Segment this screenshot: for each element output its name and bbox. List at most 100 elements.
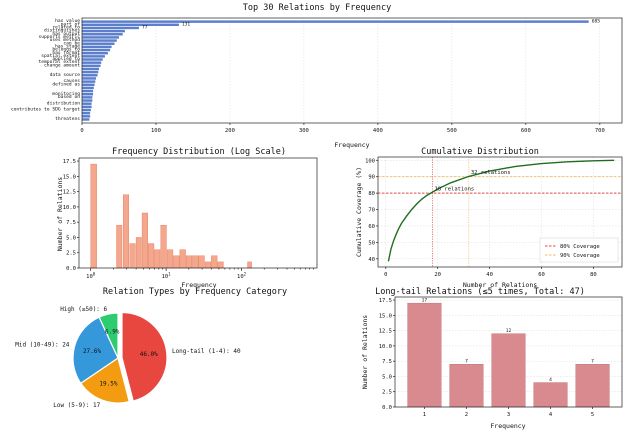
logdist-ytick-label: 2.5 bbox=[66, 251, 76, 257]
cumulative-ytick-label: 80 bbox=[368, 191, 375, 197]
cumulative-ytick-label: 70 bbox=[368, 208, 375, 214]
top30-ylabel: has value bbox=[55, 18, 80, 24]
pie-slice bbox=[98, 312, 119, 359]
pie-percent-label: 27.6% bbox=[83, 348, 101, 355]
top30-bar bbox=[82, 20, 589, 23]
cumulative-ytick-label: 90 bbox=[368, 175, 375, 181]
top30-bar bbox=[82, 96, 93, 99]
top30-bar bbox=[82, 48, 111, 52]
top30-bar bbox=[82, 70, 99, 74]
pie-title: Relation Types by Frequency Category bbox=[103, 287, 287, 297]
top30-bar bbox=[82, 102, 92, 105]
logdist-title: Frequency Distribution (Log Scale) bbox=[112, 147, 286, 157]
top30-xtick-label: 500 bbox=[447, 128, 457, 134]
logdist-ytick-label: 5.0 bbox=[66, 235, 76, 241]
logdist-bar bbox=[211, 255, 218, 269]
longtail-xlabel: Frequency bbox=[490, 422, 525, 430]
logdist-bar bbox=[217, 261, 224, 269]
longtail-ytick-label: 15.0 bbox=[379, 313, 392, 319]
top30-ylabel: defined as bbox=[52, 81, 80, 87]
cumulative-ytick-label: 40 bbox=[368, 257, 375, 263]
top30-ylabel: related to bbox=[52, 25, 80, 31]
top30-xtick-label: 300 bbox=[299, 128, 309, 134]
pie-category-label: High (≥50): 6 bbox=[60, 306, 107, 313]
legend-90-label: 90% Coverage bbox=[560, 253, 600, 259]
longtail-ytick-label: 10.0 bbox=[379, 344, 392, 350]
longtail-xtick-label: 4 bbox=[549, 412, 553, 418]
logdist-ytick-label: 17.5 bbox=[63, 159, 76, 165]
top30-ylabel: threatens bbox=[55, 116, 80, 122]
top30-ylabel: can be bbox=[63, 40, 80, 46]
legend-80-label: 80% Coverage bbox=[560, 244, 600, 250]
logdist-ylabel: Number of Relations bbox=[56, 177, 64, 251]
logdist-bar bbox=[123, 194, 129, 269]
cumulative-annotation: 32 relations bbox=[471, 170, 511, 176]
logdist-bar bbox=[247, 261, 252, 269]
top30-ylabel: supports metric bbox=[39, 34, 81, 40]
longtail-xtick-label: 5 bbox=[591, 412, 594, 418]
logdist-ytick-label: 10.0 bbox=[63, 205, 76, 211]
top30-ylabel: temporal extent bbox=[39, 59, 81, 65]
top30-chart: Top 30 Relations by Frequency has valuep… bbox=[11, 3, 623, 149]
pie-chart: Relation Types by Frequency Category 46.… bbox=[15, 287, 287, 409]
longtail-ytick-label: 5.0 bbox=[382, 374, 392, 380]
pie-category-label: Long-tail (1-4): 40 bbox=[172, 348, 241, 355]
top30-bar bbox=[82, 23, 179, 27]
cumulative-xtick-label: 80 bbox=[590, 272, 597, 278]
top30-bar bbox=[82, 67, 100, 71]
cumulative-annotation: 18 relations bbox=[435, 187, 475, 193]
top30-xtick-label: 400 bbox=[373, 128, 383, 134]
longtail-ytick-label: 2.5 bbox=[382, 390, 392, 396]
top30-bar bbox=[82, 92, 94, 96]
pie-slice bbox=[79, 357, 130, 404]
cumulative-ytick-label: 100 bbox=[365, 158, 375, 164]
logdist-ytick-label: 12.5 bbox=[63, 190, 76, 196]
longtail-ytick-label: 12.5 bbox=[379, 329, 392, 335]
logdist-bar bbox=[185, 255, 193, 269]
top30-bar bbox=[82, 55, 105, 58]
cumulative-xtick-label: 20 bbox=[434, 272, 441, 278]
longtail-ytick-label: 17.5 bbox=[379, 298, 392, 304]
top30-ylabel: distribution bbox=[47, 100, 80, 106]
cumulative-frame bbox=[377, 156, 623, 268]
logdist-xtick-label: 102 bbox=[237, 272, 247, 281]
cumulative-xtick-label: 40 bbox=[486, 272, 493, 278]
top30-ylabel: distinguishes bbox=[44, 28, 80, 34]
logdist-bar bbox=[173, 255, 180, 269]
longtail-value-label: 17 bbox=[422, 298, 428, 304]
top30-ylabel: part of bbox=[61, 21, 81, 27]
top30-bar bbox=[82, 99, 93, 102]
top30-value-label: 77 bbox=[142, 25, 148, 31]
logdist-bar bbox=[135, 237, 142, 269]
longtail-xtick-label: 3 bbox=[507, 412, 510, 418]
top30-bar bbox=[82, 64, 101, 68]
top30-ylabel: causes bbox=[63, 79, 80, 84]
top30-ylabel: has output bbox=[52, 31, 80, 37]
longtail-value-label: 4 bbox=[549, 377, 552, 383]
longtail-value-label: 12 bbox=[506, 328, 512, 334]
top30-bar bbox=[82, 58, 103, 61]
longtail-xtick-label: 2 bbox=[465, 412, 468, 418]
cumulative-xtick-label: 0 bbox=[384, 272, 387, 278]
longtail-bar bbox=[449, 364, 484, 408]
top30-bar bbox=[82, 26, 139, 30]
logdist-bar bbox=[90, 163, 97, 269]
top30-bar bbox=[82, 74, 98, 77]
longtail-bar bbox=[533, 382, 568, 408]
pie-percent-label: 46.0% bbox=[140, 351, 158, 358]
top30-value-label: 131 bbox=[182, 22, 191, 28]
top30-xtick-label: 0 bbox=[80, 128, 83, 134]
top30-bar bbox=[82, 51, 108, 55]
top30-ylabel: has stage bbox=[55, 43, 80, 49]
top30-bar bbox=[82, 36, 119, 39]
cumulative-ylabel: Cumulative Coverage (%) bbox=[355, 167, 363, 257]
logdist-bar bbox=[192, 255, 199, 269]
top30-bar bbox=[82, 115, 91, 118]
top30-value-label: 685 bbox=[592, 18, 601, 24]
longtail-bar bbox=[491, 333, 526, 408]
pie-category-label: Low (5-9): 17 bbox=[53, 402, 100, 409]
longtail-chart: Long-tail Relations (≤5 times, Total: 47… bbox=[361, 287, 623, 430]
logdist-bar bbox=[179, 249, 186, 269]
logdist-frame bbox=[78, 157, 318, 269]
